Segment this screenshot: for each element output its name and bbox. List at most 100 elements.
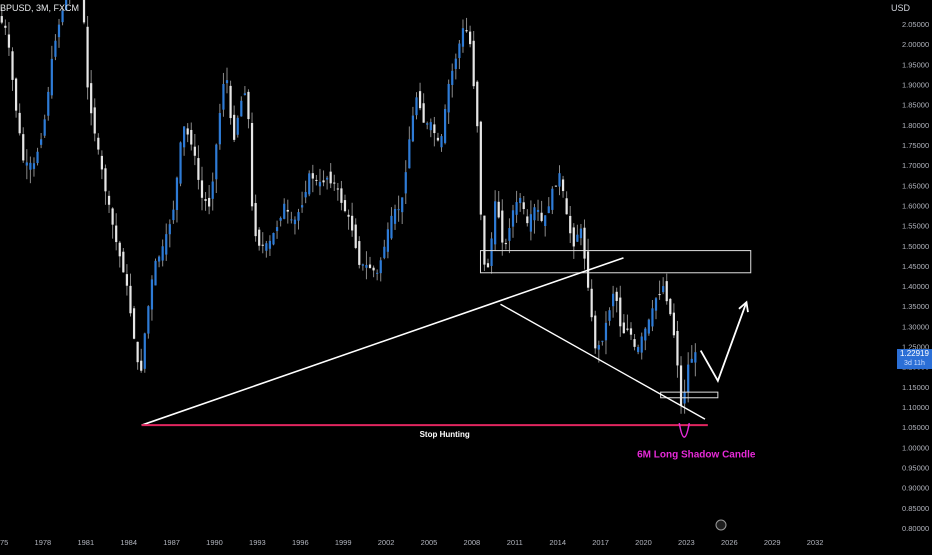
candle-body-down bbox=[633, 339, 636, 347]
candle-body-down bbox=[204, 199, 207, 201]
candle-body-down bbox=[186, 128, 189, 135]
candle-body-up bbox=[25, 162, 28, 166]
candle-body-up bbox=[415, 97, 418, 116]
candle-body-down bbox=[129, 285, 132, 314]
candle-body-up bbox=[279, 217, 282, 221]
candle-body-down bbox=[193, 146, 196, 156]
candle-body-down bbox=[104, 168, 107, 192]
candle-body-down bbox=[132, 308, 136, 339]
y-tick-label: 1.15000 bbox=[902, 383, 929, 392]
candle-body-up bbox=[265, 243, 268, 251]
candle-body-up bbox=[612, 293, 615, 307]
currency-label: USD bbox=[890, 3, 910, 13]
y-tick-label: 1.70000 bbox=[902, 161, 929, 170]
candle-body-down bbox=[479, 121, 482, 215]
y-tick-label: 1.75000 bbox=[902, 141, 929, 150]
candle-body-down bbox=[122, 251, 125, 273]
x-tick-label: 2014 bbox=[549, 538, 566, 547]
candle-body-down bbox=[522, 202, 525, 210]
y-tick-label: 0.85000 bbox=[902, 504, 929, 513]
candle-body-up bbox=[533, 207, 536, 221]
y-tick-label: 1.35000 bbox=[902, 302, 929, 311]
candle-body-up bbox=[544, 215, 547, 226]
candle-body-up bbox=[61, 10, 64, 23]
candle-body-up bbox=[608, 310, 611, 321]
candle-body-up bbox=[275, 227, 279, 232]
candle-body-down bbox=[672, 312, 675, 336]
candle-body-up bbox=[150, 279, 154, 310]
x-tick-label: 75 bbox=[0, 538, 8, 547]
candle-body-down bbox=[626, 328, 629, 330]
symbol-header[interactable]: BPUSD, 3M, FXCM bbox=[0, 3, 79, 13]
candle-body-down bbox=[118, 242, 121, 257]
y-tick-label: 1.80000 bbox=[902, 121, 929, 130]
candle-body-up bbox=[426, 123, 429, 125]
candle-body-up bbox=[651, 308, 654, 327]
candle-body-up bbox=[308, 173, 311, 195]
demand-zone-box bbox=[660, 391, 719, 399]
candle-body-up bbox=[165, 234, 168, 255]
candle-body-down bbox=[322, 180, 325, 183]
y-tick-label: 1.50000 bbox=[902, 242, 929, 251]
candle-body-down bbox=[594, 315, 597, 349]
candle-body-up bbox=[157, 256, 161, 262]
candle-body-up bbox=[236, 117, 239, 135]
candle-body-down bbox=[622, 322, 625, 334]
candle-body-up bbox=[218, 113, 221, 145]
candle-body-down bbox=[358, 241, 361, 265]
candle-body-down bbox=[136, 341, 139, 363]
candle-body-down bbox=[469, 31, 472, 45]
x-tick-label: 2005 bbox=[421, 538, 438, 547]
candle-body-up bbox=[558, 173, 561, 187]
candle-body-up bbox=[408, 139, 411, 169]
candle-body-up bbox=[490, 238, 493, 266]
candle-body-down bbox=[200, 180, 204, 198]
candle-body-down bbox=[501, 210, 504, 243]
candle-body-down bbox=[329, 171, 332, 184]
candle-body-down bbox=[569, 215, 572, 234]
y-tick-label: 0.95000 bbox=[902, 464, 929, 473]
y-tick-label: 1.05000 bbox=[902, 423, 929, 432]
candle-body-down bbox=[629, 328, 633, 335]
candle-body-up bbox=[65, 0, 68, 11]
candle-body-down bbox=[233, 114, 236, 140]
candle-body-down bbox=[11, 51, 14, 80]
candle-body-up bbox=[519, 197, 522, 204]
projection-arrow-path bbox=[699, 301, 748, 383]
candle-body-up bbox=[576, 234, 579, 242]
candle-body-up bbox=[318, 181, 322, 187]
candle-body-down bbox=[354, 224, 357, 248]
candle-body-up bbox=[211, 181, 214, 199]
candle-body-down bbox=[615, 291, 618, 301]
y-tick-label: 1.25000 bbox=[902, 343, 929, 352]
x-tick-label: 2020 bbox=[635, 538, 652, 547]
candle-body-up bbox=[515, 202, 518, 215]
candle-body-down bbox=[590, 288, 593, 318]
x-tick-label: 2017 bbox=[592, 538, 609, 547]
candle-body-down bbox=[619, 297, 622, 327]
stop-hunting-label: Stop Hunting bbox=[420, 430, 470, 439]
candle-body-down bbox=[111, 208, 114, 225]
candle-body-down bbox=[18, 112, 21, 134]
candle-body-down bbox=[82, 0, 86, 23]
x-tick-label: 1978 bbox=[35, 538, 52, 547]
candle-body-down bbox=[90, 83, 93, 114]
projection-arrow-head bbox=[738, 300, 749, 313]
event-marker-icon bbox=[715, 519, 727, 531]
candle-body-up bbox=[172, 209, 175, 221]
candle-body-up bbox=[644, 328, 647, 341]
candle-body-down bbox=[336, 188, 339, 190]
candle-body-up bbox=[43, 119, 46, 136]
shadow-candle-marker bbox=[678, 423, 690, 438]
resistance-zone-box bbox=[479, 250, 752, 274]
candle-body-up bbox=[268, 240, 272, 249]
candle-body-down bbox=[250, 122, 254, 207]
candle-body-up bbox=[225, 80, 229, 84]
y-tick-label: 2.05000 bbox=[902, 20, 929, 29]
candles-group bbox=[0, 0, 697, 414]
candle-body-up bbox=[361, 264, 364, 266]
y-tick-label: 1.10000 bbox=[902, 403, 929, 412]
candle-body-up bbox=[290, 219, 293, 221]
